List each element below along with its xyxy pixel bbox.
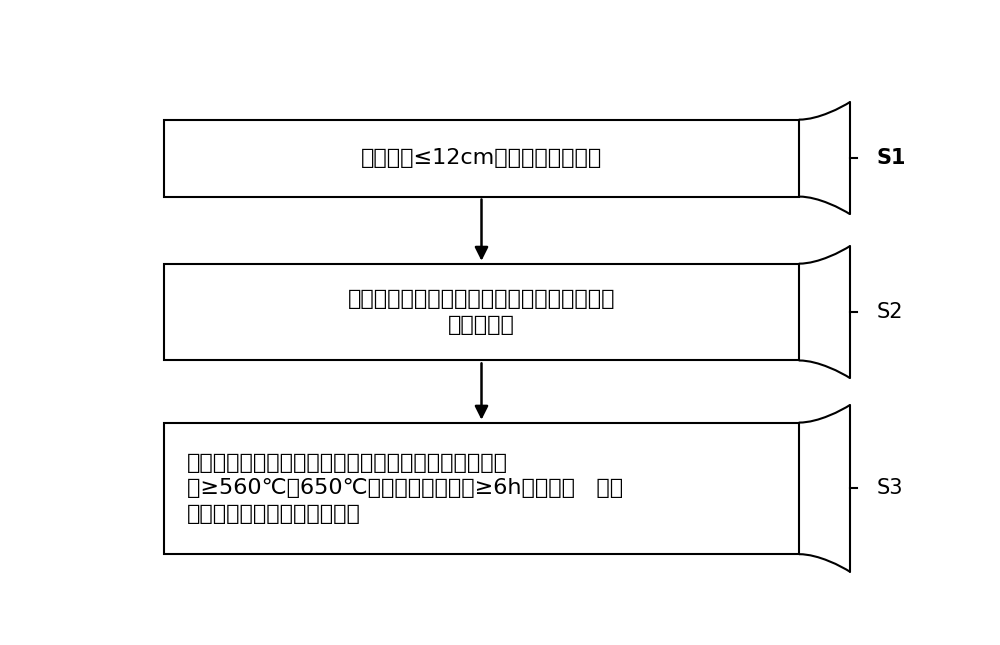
- Text: 理所述碳渣和回收所述电解质: 理所述碳渣和回收所述电解质: [187, 504, 361, 524]
- Text: 获得粒径≤12cm的含电解质的炭渣: 获得粒径≤12cm的含电解质的炭渣: [361, 148, 602, 168]
- Text: 采用电解槽火眼排出的高温烟气将所述第一混合物加热: 采用电解槽火眼排出的高温烟气将所述第一混合物加热: [187, 453, 508, 473]
- FancyBboxPatch shape: [164, 119, 799, 197]
- Text: S1: S1: [877, 148, 906, 168]
- Text: 至≥560℃＜650℃的温度，燃烧反应≥6h的时间，   以处: 至≥560℃＜650℃的温度，燃烧反应≥6h的时间， 以处: [187, 479, 623, 499]
- Text: S2: S2: [877, 302, 903, 322]
- FancyBboxPatch shape: [164, 422, 799, 554]
- Text: S3: S3: [877, 479, 903, 499]
- Text: 将包括碳酸盐的添加剂与所述炭渣混合，获得: 将包括碳酸盐的添加剂与所述炭渣混合，获得: [348, 289, 615, 309]
- FancyBboxPatch shape: [164, 264, 799, 361]
- Text: 第一混合物: 第一混合物: [448, 315, 515, 335]
